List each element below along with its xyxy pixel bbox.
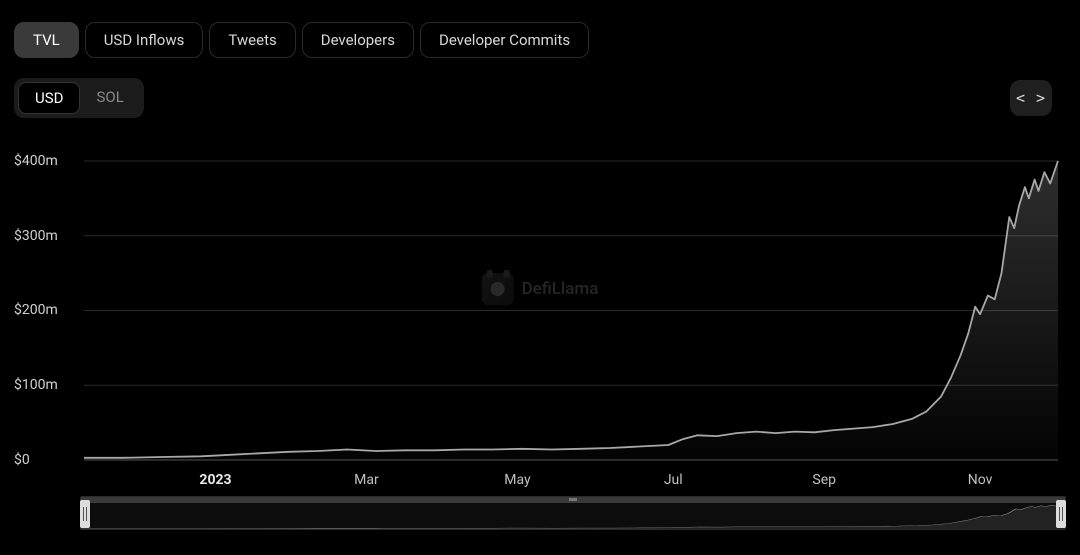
brush-handle-right[interactable] xyxy=(1056,500,1066,528)
currency-sol[interactable]: SOL xyxy=(80,82,139,114)
x-tick-label: Mar xyxy=(354,472,379,488)
currency-row: USDSOL < > xyxy=(0,66,1080,118)
time-brush[interactable] xyxy=(80,496,1066,530)
tab-usd-inflows[interactable]: USD Inflows xyxy=(85,22,204,58)
embed-button[interactable]: < > xyxy=(1010,80,1052,116)
y-tick-label: $0 xyxy=(14,452,30,468)
tab-tvl[interactable]: TVL xyxy=(14,22,79,58)
tab-developer-commits[interactable]: Developer Commits xyxy=(420,22,589,58)
y-tick-label: $300m xyxy=(14,228,58,244)
metric-tabs: TVLUSD InflowsTweetsDevelopersDeveloper … xyxy=(0,0,1080,66)
embed-icon: < > xyxy=(1016,89,1046,107)
brush-mini-chart xyxy=(81,503,1065,529)
y-tick-label: $200m xyxy=(14,302,58,318)
x-tick-label: May xyxy=(504,472,530,488)
currency-toggle-group: USDSOL xyxy=(14,78,144,118)
defillama-logo-icon xyxy=(482,273,514,305)
x-tick-label: Jul xyxy=(664,472,683,488)
watermark-text: DefiLlama xyxy=(522,279,599,299)
tab-tweets[interactable]: Tweets xyxy=(209,22,295,58)
chart-svg xyxy=(14,146,1066,486)
tvl-chart[interactable]: DefiLlama $0 $100m $200m $300m $400m 2023 Mar M… xyxy=(14,146,1066,486)
brush-handle-left[interactable] xyxy=(80,500,90,528)
brush-center-grip xyxy=(569,498,577,501)
x-tick-label: 2023 xyxy=(199,472,231,488)
watermark: DefiLlama xyxy=(482,273,599,305)
x-tick-label: Sep xyxy=(812,472,836,488)
x-tick-label: Nov xyxy=(968,472,993,488)
tab-developers[interactable]: Developers xyxy=(302,22,414,58)
y-tick-label: $100m xyxy=(14,377,58,393)
currency-usd[interactable]: USD xyxy=(18,82,80,114)
y-tick-label: $400m xyxy=(14,153,58,169)
